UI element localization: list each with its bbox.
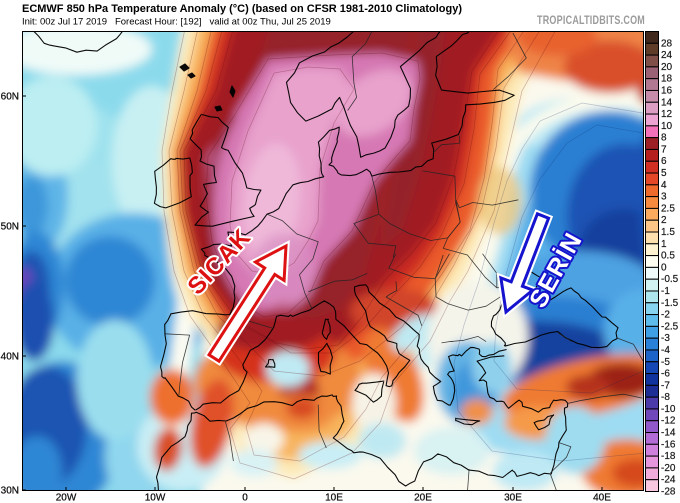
svg-text:-3: -3 (661, 333, 670, 344)
svg-text:40N: 40N (1, 352, 19, 363)
svg-text:20W: 20W (56, 493, 77, 503)
svg-text:1: 1 (661, 239, 667, 250)
svg-text:-24: -24 (661, 475, 676, 486)
svg-text:-16: -16 (661, 439, 676, 450)
svg-text:0: 0 (242, 493, 248, 503)
svg-text:7: 7 (661, 144, 667, 155)
svg-text:-2: -2 (661, 310, 670, 321)
svg-text:30E: 30E (504, 493, 522, 503)
svg-text:0: 0 (661, 262, 667, 273)
svg-text:-0.5: -0.5 (661, 274, 679, 285)
svg-text:10W: 10W (145, 493, 166, 503)
svg-text:-1.5: -1.5 (661, 298, 679, 309)
svg-text:20E: 20E (414, 493, 432, 503)
svg-text:24: 24 (661, 50, 673, 61)
svg-text:-5: -5 (661, 357, 670, 368)
svg-text:-10: -10 (661, 404, 676, 415)
svg-text:2.5: 2.5 (661, 203, 675, 214)
svg-text:-12: -12 (661, 416, 676, 427)
svg-text:-20: -20 (661, 463, 676, 474)
svg-text:Init: 00z Jul 17 2019 Foreca: Init: 00z Jul 17 2019 Forecast Hour: [19… (22, 17, 331, 28)
svg-text:1.5: 1.5 (661, 227, 675, 238)
svg-text:-7: -7 (661, 380, 670, 391)
svg-text:60N: 60N (1, 92, 19, 103)
svg-text:16: 16 (661, 86, 673, 97)
svg-text:10: 10 (661, 121, 673, 132)
svg-text:30N: 30N (1, 486, 19, 497)
svg-text:-1: -1 (661, 286, 670, 297)
svg-text:-18: -18 (661, 451, 676, 462)
svg-text:2: 2 (661, 215, 667, 226)
svg-text:-8: -8 (661, 392, 670, 403)
svg-text:18: 18 (661, 74, 673, 85)
svg-text:-28: -28 (661, 487, 676, 498)
svg-text:-4: -4 (661, 345, 670, 356)
svg-text:0.5: 0.5 (661, 251, 675, 262)
svg-text:12: 12 (661, 109, 673, 120)
svg-text:28: 28 (661, 38, 673, 49)
svg-text:8: 8 (661, 133, 667, 144)
svg-text:6: 6 (661, 156, 667, 167)
svg-text:40E: 40E (593, 493, 611, 503)
svg-text:14: 14 (661, 97, 673, 108)
svg-text:-14: -14 (661, 428, 676, 439)
svg-text:5: 5 (661, 168, 667, 179)
svg-text:3: 3 (661, 192, 667, 203)
svg-text:10E: 10E (325, 493, 343, 503)
svg-text:-6: -6 (661, 369, 670, 380)
svg-text:TROPICALTIDBITS.COM: TROPICALTIDBITS.COM (537, 15, 645, 27)
svg-text:50N: 50N (1, 222, 19, 233)
svg-text:-2.5: -2.5 (661, 321, 679, 332)
svg-text:4: 4 (661, 180, 667, 191)
svg-text:20: 20 (661, 62, 673, 73)
svg-text:ECMWF 850 hPa Temperature Anom: ECMWF 850 hPa Temperature Anomaly (°C) (… (22, 3, 462, 15)
